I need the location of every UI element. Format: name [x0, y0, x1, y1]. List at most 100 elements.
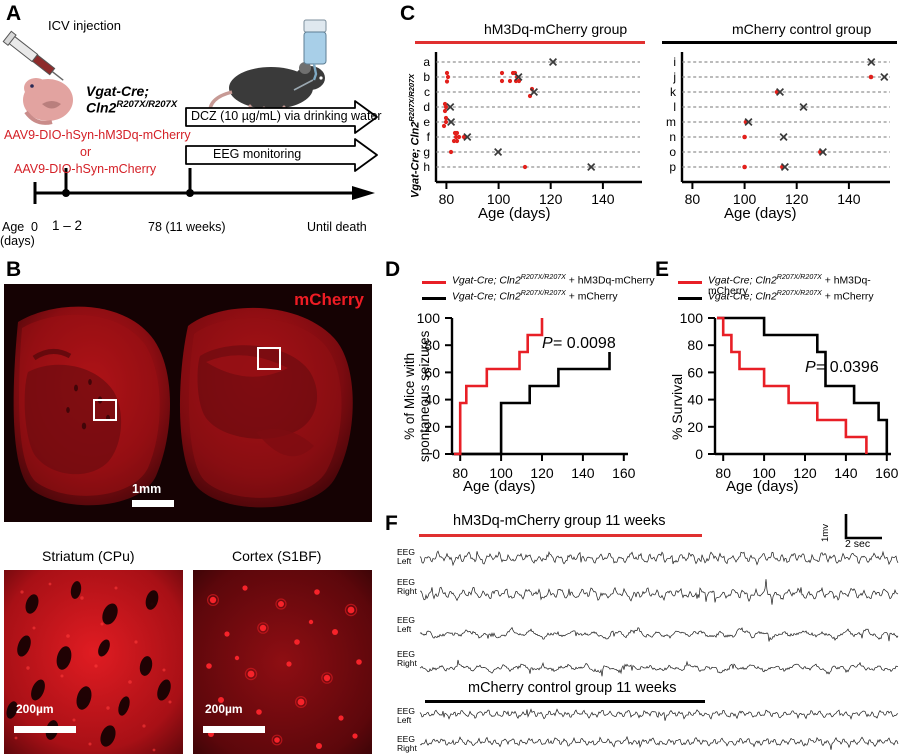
svg-text:80: 80 [424, 337, 440, 353]
mcherry-overlay-label: mCherry [294, 290, 364, 309]
e-legend-allele-2: R207X/R207X [776, 290, 822, 297]
panel-d-xlabel: Age (days) [463, 478, 536, 495]
svg-text:140: 140 [837, 191, 861, 207]
eeg-label-2-line2: Right [397, 586, 417, 597]
svg-text:120: 120 [530, 465, 554, 481]
inset-left-scalebar-label: 200µm [16, 702, 54, 716]
panel-d-svg: 0 20 40 60 80 100 80 100 120 140 160 P = 0.0098 [417, 310, 636, 481]
c-right-rowlines [682, 61, 890, 168]
svg-text:n: n [669, 130, 676, 144]
d-legend-genotype-2: Vgat-Cre; Cln2 [452, 291, 521, 303]
eeg-trace-1 [419, 550, 899, 567]
age-axis-label-line1: Age [2, 220, 25, 234]
d-legend-suffix-1: + hM3Dq-mCherry [565, 275, 655, 287]
e-curve-mcherry [717, 316, 889, 454]
svg-text:= 0.0396: = 0.0396 [816, 359, 879, 376]
svg-text:d: d [423, 100, 430, 114]
eeg-label-1-line1: EEG [397, 547, 415, 557]
eeg-label-4-line1: EEG [397, 649, 415, 659]
d-curve-mcherry [454, 352, 611, 456]
eeg-trace-5 [419, 708, 899, 721]
svg-text:120: 120 [785, 191, 809, 207]
c-left-xtick-labels: 80 100 120 140 [439, 191, 615, 207]
svg-text:100: 100 [487, 191, 511, 207]
eeg-label-2-line1: EEG [397, 577, 415, 587]
d-legend-label-mcherry: Vgat-Cre; Cln2R207X/R207X + mCherry [452, 290, 618, 302]
c-left-seizure-dots [441, 70, 535, 170]
eeg-row-label-1: EEG Left [397, 547, 415, 567]
svg-text:k: k [670, 85, 677, 99]
svg-text:60: 60 [424, 364, 440, 380]
scalebar-1mm-bar [132, 500, 174, 507]
svg-text:0: 0 [432, 446, 440, 462]
panel-f-group2-title: mCherry control group 11 weeks [468, 680, 677, 696]
syringe-icon [2, 30, 64, 81]
panel-e-ylabel: % Survival [655, 340, 685, 450]
inset-box-striatum [93, 399, 117, 421]
panel-a [0, 0, 390, 245]
timeline-axis [33, 168, 375, 204]
d-legend-genotype-1: Vgat-Cre; Cln2 [452, 275, 521, 287]
d-legend-allele-1: R207X/R207X [520, 274, 566, 281]
panel-d-ylabel: % of Mice with spontaneous seizures [388, 316, 432, 466]
svg-text:h: h [423, 160, 430, 174]
c-left-death-markers [446, 57, 596, 172]
svg-text:140: 140 [834, 465, 858, 481]
genotype-gene: Cln2 [86, 99, 117, 116]
d-xtick-labels: 80 100 120 140 160 [452, 465, 635, 481]
e-legend-genotype-1: Vgat-Cre; Cln2 [708, 275, 777, 287]
e-legend-allele-1: R207X/R207X [776, 274, 822, 281]
panel-c-left-title-rule [415, 41, 645, 44]
eeg-label-5-line2: Left [397, 715, 412, 726]
brain-slice-right [179, 307, 353, 508]
svg-text:160: 160 [612, 465, 636, 481]
svg-text:a: a [423, 55, 430, 69]
eeg-label-3-line1: EEG [397, 615, 415, 625]
svg-text:l: l [673, 100, 676, 114]
svg-text:60: 60 [687, 364, 703, 380]
eeg-row-label-6: EEG Right [397, 734, 417, 754]
e-legend-label-hm3dq: Vgat-Cre; Cln2R207X/R207X + hM3Dq-mCherr… [708, 274, 900, 297]
e-pvalue: P [805, 359, 816, 376]
eeg-label-6-line2: Right [397, 743, 417, 754]
age-axis-label-line2: (days) [0, 234, 35, 248]
e-legend-suffix-1: + hM3Dq-mCherry [708, 275, 871, 298]
svg-text:40: 40 [687, 392, 703, 408]
svg-text:b: b [423, 70, 430, 84]
panel-d-chart: 0 20 40 60 80 100 80 100 120 140 160 P = 0.0098 [392, 306, 642, 506]
e-curve-hm3dq [717, 316, 868, 454]
virus-construct-2: AAV9-DIO-hSyn-mCherry [14, 162, 157, 176]
svg-text:100: 100 [752, 465, 776, 481]
panel-c-right-title: mCherry control group [732, 21, 872, 37]
genotype-allele: R207X/R207X [116, 99, 178, 110]
eeg-trace-6 [419, 735, 899, 750]
svg-text:140: 140 [591, 191, 615, 207]
mouse-genotype-line2: Cln2R207X/R207X [86, 99, 177, 116]
scalebar-1mm-label: 1mm [132, 482, 162, 496]
svg-text:20: 20 [687, 419, 703, 435]
panel-label-a: A [6, 2, 22, 25]
panel-f-scale-v-label: 1mv [818, 512, 832, 542]
panel-f-group2-rule [425, 700, 705, 703]
panel-c-right-xlabel: Age (days) [724, 205, 797, 222]
svg-text:e: e [423, 115, 430, 129]
svg-text:100: 100 [417, 310, 441, 326]
timeline-tick-0: 0 [31, 220, 38, 234]
svg-text:40: 40 [424, 392, 440, 408]
d-legend-swatch-hm3dq [422, 281, 446, 284]
e-legend-suffix-2: + mCherry [821, 291, 874, 303]
c-right-death-markers [744, 57, 889, 172]
water-bottle-icon [293, 19, 327, 91]
eeg-label-6-line1: EEG [397, 734, 415, 744]
dcz-arrow-label: DCZ (10 µg/mL) via drinking water [191, 109, 382, 123]
svg-text:= 0.0098: = 0.0098 [553, 335, 616, 352]
eeg-label-4-line2: Right [397, 658, 417, 669]
svg-text:80: 80 [452, 465, 468, 481]
svg-text:80: 80 [715, 465, 731, 481]
panel-d-ylabel-line1: % of Mice with [402, 352, 417, 440]
panel-f-group1-title: hM3Dq-mCherry group 11 weeks [453, 513, 666, 529]
